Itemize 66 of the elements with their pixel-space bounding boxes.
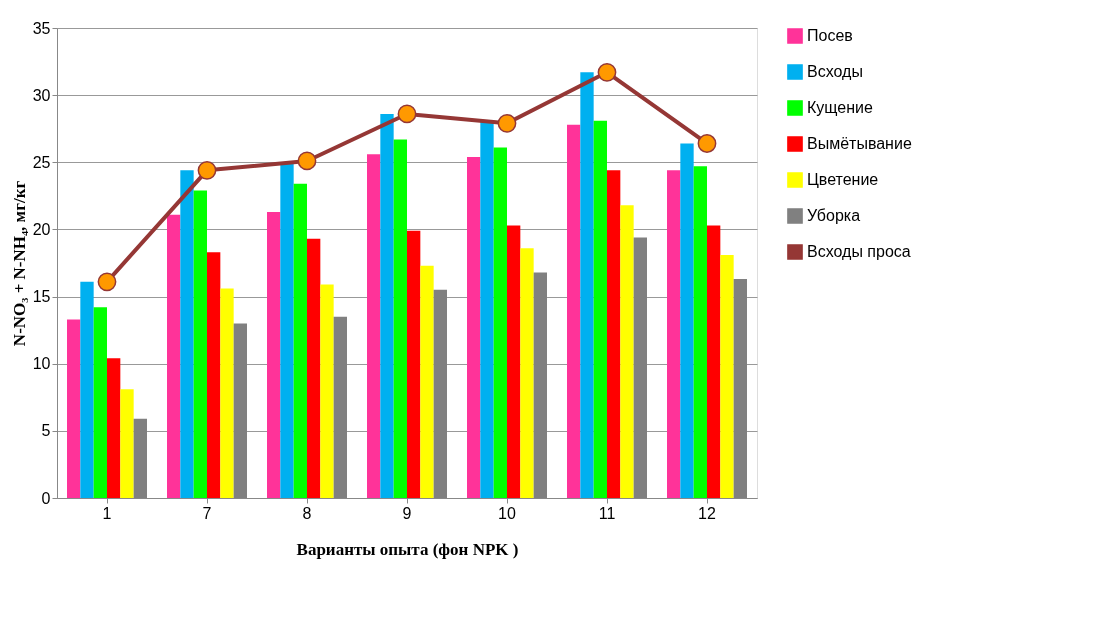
legend-label: Уборка	[807, 207, 861, 224]
bar	[320, 284, 334, 498]
x-tick-label: 1	[102, 504, 112, 522]
bar	[180, 170, 194, 498]
point	[297, 151, 317, 171]
y-tick-label: 5	[41, 422, 51, 440]
bar	[207, 252, 221, 498]
y-tick-label: 15	[32, 288, 51, 306]
x-tick-label: 9	[402, 504, 412, 522]
y-tick-label: 35	[32, 19, 51, 37]
point	[597, 62, 617, 82]
bar	[467, 156, 481, 498]
bar	[293, 183, 307, 498]
x-tick-label: 10	[498, 504, 516, 522]
y-axis-title: N-NO₃ + N-NH₄, мг/кг	[9, 180, 29, 347]
y-tick-label: 0	[41, 489, 51, 507]
bar	[267, 211, 281, 498]
point	[197, 160, 217, 180]
y-tick-label: 10	[32, 355, 51, 373]
bar	[307, 238, 321, 498]
legend-label: Вымётывание	[807, 135, 912, 152]
bar	[193, 190, 207, 498]
bar	[120, 389, 134, 498]
x-axis-title: Варианты опыта (фон NPK )	[296, 539, 519, 559]
bar	[507, 225, 521, 498]
bar	[607, 170, 621, 498]
legend-label: Всходы	[807, 63, 863, 80]
x-tick-label: 8	[302, 504, 312, 522]
bar	[80, 281, 94, 498]
bar	[620, 205, 634, 498]
x-tick-label: 7	[202, 504, 212, 522]
point	[397, 104, 417, 124]
bar	[367, 154, 381, 498]
bar	[667, 170, 681, 498]
bar	[480, 122, 494, 498]
legend-label: Посев	[807, 27, 853, 44]
y-tick-label: 25	[32, 153, 51, 171]
bar	[280, 162, 294, 498]
y-tick-label: 30	[32, 86, 51, 104]
bar	[493, 147, 507, 498]
bar	[420, 265, 434, 498]
bar	[93, 307, 107, 498]
legend-label: Цветение	[807, 171, 879, 188]
point	[97, 272, 117, 292]
bar	[520, 248, 534, 498]
bar	[167, 214, 181, 498]
point	[697, 134, 717, 153]
bar	[407, 230, 421, 498]
bar	[67, 319, 81, 498]
bar	[707, 225, 721, 498]
point	[497, 113, 517, 133]
bar	[720, 254, 734, 498]
y-tick-label: 20	[32, 220, 51, 238]
bar	[107, 358, 121, 498]
bar	[593, 120, 607, 498]
bar	[380, 113, 394, 498]
x-tick-label: 11	[598, 504, 616, 522]
bar	[567, 124, 581, 498]
legend-label: Всходы проса	[807, 243, 911, 260]
bar	[393, 139, 407, 498]
bar	[680, 143, 694, 498]
bar	[693, 166, 707, 498]
bar	[580, 72, 594, 498]
legend-label: Кущение	[807, 99, 873, 116]
x-tick-label: 12	[698, 504, 716, 522]
bar	[220, 288, 234, 498]
